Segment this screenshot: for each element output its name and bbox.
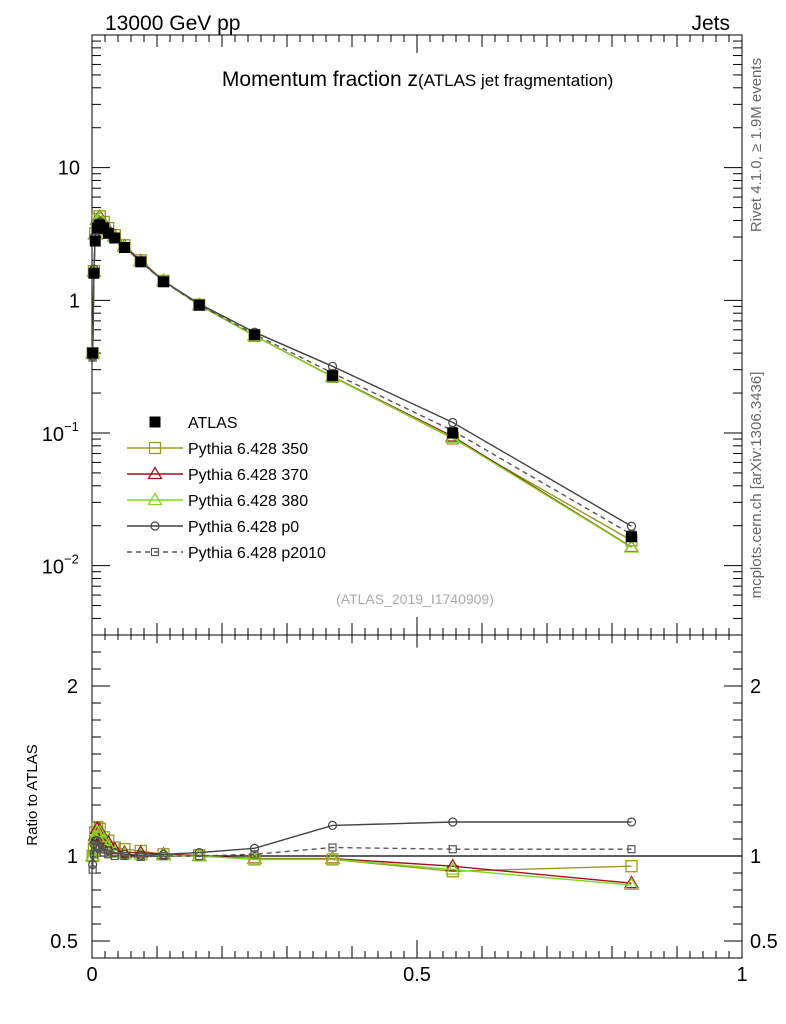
ratio-point-pythia-6-428-p2010 bbox=[110, 851, 119, 861]
ratio-point-pythia-6-428-370 bbox=[133, 844, 149, 858]
ratio-point-pythia-6-428-p2010 bbox=[136, 852, 145, 861]
ratio-point-pythia-6-428-p2010 bbox=[627, 845, 636, 854]
chart-subtitle: (ATLAS jet fragmentation) bbox=[418, 71, 613, 90]
point-atlas bbox=[135, 256, 147, 268]
main-series-group bbox=[85, 209, 640, 553]
x-tick-label: 0.5 bbox=[403, 964, 431, 986]
point-atlas bbox=[102, 227, 114, 239]
ratio-point-pythia-6-428-p0 bbox=[327, 820, 338, 831]
legend: ATLAS Pythia 6.428 350 Pythia 6.428 370 Pyt… bbox=[127, 415, 326, 562]
ratio-point-pythia-6-428-p0 bbox=[249, 843, 260, 853]
y-tick-label-main-exp: 10 bbox=[42, 557, 64, 579]
legend-marker-pythia-6-428-p2010 bbox=[150, 547, 160, 557]
ratio-point-pythia-6-428-p2010 bbox=[448, 845, 457, 854]
series-line-pythia-6-428-380 bbox=[91, 216, 632, 549]
ratio-point-pythia-6-428-370 bbox=[445, 858, 461, 872]
point-atlas bbox=[87, 347, 99, 359]
legend-label-pythia-6-428-380: Pythia 6.428 380 bbox=[188, 493, 308, 510]
series-line-pythia-6-428-p2010 bbox=[91, 221, 632, 535]
ratio-line-pythia-6-428-p2010 bbox=[91, 844, 632, 870]
legend-label-atlas: ATLAS bbox=[188, 415, 238, 432]
x-tick-label: 0 bbox=[86, 964, 97, 986]
point-pythia-6-428-380 bbox=[623, 539, 640, 553]
x-tick-label: 1 bbox=[736, 964, 747, 986]
legend-label-pythia-6-428-350: Pythia 6.428 350 bbox=[188, 441, 308, 458]
ratio-plot-frame bbox=[91, 634, 743, 959]
ratio-point-pythia-6-428-p2010 bbox=[99, 848, 108, 857]
series-line-pythia-6-428-350 bbox=[91, 215, 632, 541]
legend-marker-pythia-6-428-370 bbox=[147, 466, 163, 480]
legend-marker-pythia-6-428-380 bbox=[147, 492, 163, 506]
legend-label-pythia-6-428-370: Pythia 6.428 370 bbox=[188, 467, 308, 484]
ratio-point-pythia-6-428-380 bbox=[86, 843, 102, 857]
legend-marker-pythia-6-428-p0 bbox=[150, 521, 160, 531]
y-tick-label-ratio-right: 0.5 bbox=[750, 931, 778, 953]
ratio-point-pythia-6-428-370 bbox=[623, 875, 640, 889]
point-pythia-6-428-p0 bbox=[448, 417, 458, 428]
energy-label: 13000 GeV pp bbox=[105, 12, 240, 35]
ratio-point-pythia-6-428-p2010 bbox=[328, 843, 337, 852]
ratio-point-pythia-6-428-p2010 bbox=[159, 851, 168, 861]
point-atlas bbox=[193, 299, 205, 311]
y-tick-label-main: 10 bbox=[58, 158, 80, 180]
y-tick-label-ratio-right: 2 bbox=[750, 676, 761, 698]
y-tick-label-ratio: 0.5 bbox=[50, 931, 78, 953]
mcplots-label: mcplots.cern.ch [arXiv:1306.3436] bbox=[748, 372, 765, 599]
ratio-point-pythia-6-428-370 bbox=[92, 822, 108, 836]
point-pythia-6-428-p0 bbox=[626, 521, 637, 531]
ratio-line-pythia-6-428-380 bbox=[91, 831, 632, 886]
legend-marker-pythia-6-428-350 bbox=[148, 441, 162, 455]
ratio-point-pythia-6-428-p2010 bbox=[195, 851, 204, 861]
analysis-label: (ATLAS_2019_I1740909) bbox=[336, 591, 494, 607]
y-tick-label-main-exponent: −1 bbox=[64, 419, 79, 434]
category-label: Jets bbox=[691, 12, 730, 35]
point-atlas bbox=[158, 276, 169, 288]
ratio-point-pythia-6-428-p0 bbox=[626, 817, 637, 827]
chart-title: Momentum fraction z bbox=[222, 68, 418, 91]
ratio-point-pythia-6-428-350 bbox=[625, 860, 638, 873]
ratio-ylabel: Ratio to ATLAS bbox=[24, 744, 41, 845]
ratio-point-pythia-6-428-380 bbox=[324, 851, 341, 865]
series-line-pythia-6-428-p0 bbox=[91, 221, 632, 527]
ratio-series-group bbox=[85, 817, 640, 891]
ratio-point-pythia-6-428-p2010 bbox=[250, 850, 259, 859]
ratio-point-pythia-6-428-380 bbox=[92, 824, 108, 838]
rivet-label: Rivet 4.1.0, ≥ 1.9M events bbox=[748, 58, 765, 232]
point-atlas bbox=[447, 427, 459, 439]
y-tick-label-main-exp: 10 bbox=[42, 424, 64, 446]
ratio-point-pythia-6-428-p0 bbox=[448, 817, 458, 827]
point-atlas bbox=[119, 242, 130, 254]
point-atlas bbox=[626, 531, 637, 543]
point-atlas bbox=[109, 232, 121, 244]
y-tick-label-main: 1 bbox=[69, 290, 80, 312]
ratio-line-pythia-6-428-350 bbox=[91, 826, 632, 873]
y-tick-label-main-exponent: −2 bbox=[64, 552, 79, 567]
point-atlas bbox=[327, 370, 338, 382]
legend-marker-atlas bbox=[149, 416, 161, 428]
ratio-point-pythia-6-428-p2010 bbox=[88, 865, 97, 874]
point-atlas bbox=[88, 267, 100, 279]
ratio-line-pythia-6-428-p0 bbox=[91, 821, 632, 865]
y-tick-label-ratio: 2 bbox=[67, 676, 78, 698]
y-tick-label-ratio-right: 1 bbox=[750, 846, 761, 868]
y-tick-label-ratio: 1 bbox=[67, 846, 78, 868]
ratio-point-pythia-6-428-380 bbox=[623, 877, 640, 891]
legend-label-pythia-6-428-p0: Pythia 6.428 p0 bbox=[188, 519, 299, 536]
ratio-point-pythia-6-428-p2010 bbox=[91, 843, 100, 852]
legend-label-pythia-6-428-p2010: Pythia 6.428 p2010 bbox=[188, 545, 326, 562]
ratio-point-pythia-6-428-p2010 bbox=[120, 851, 129, 861]
point-atlas bbox=[249, 329, 260, 341]
point-atlas bbox=[89, 235, 101, 247]
ratio-point-pythia-6-428-380 bbox=[445, 861, 461, 875]
axis-ticks bbox=[91, 35, 743, 959]
